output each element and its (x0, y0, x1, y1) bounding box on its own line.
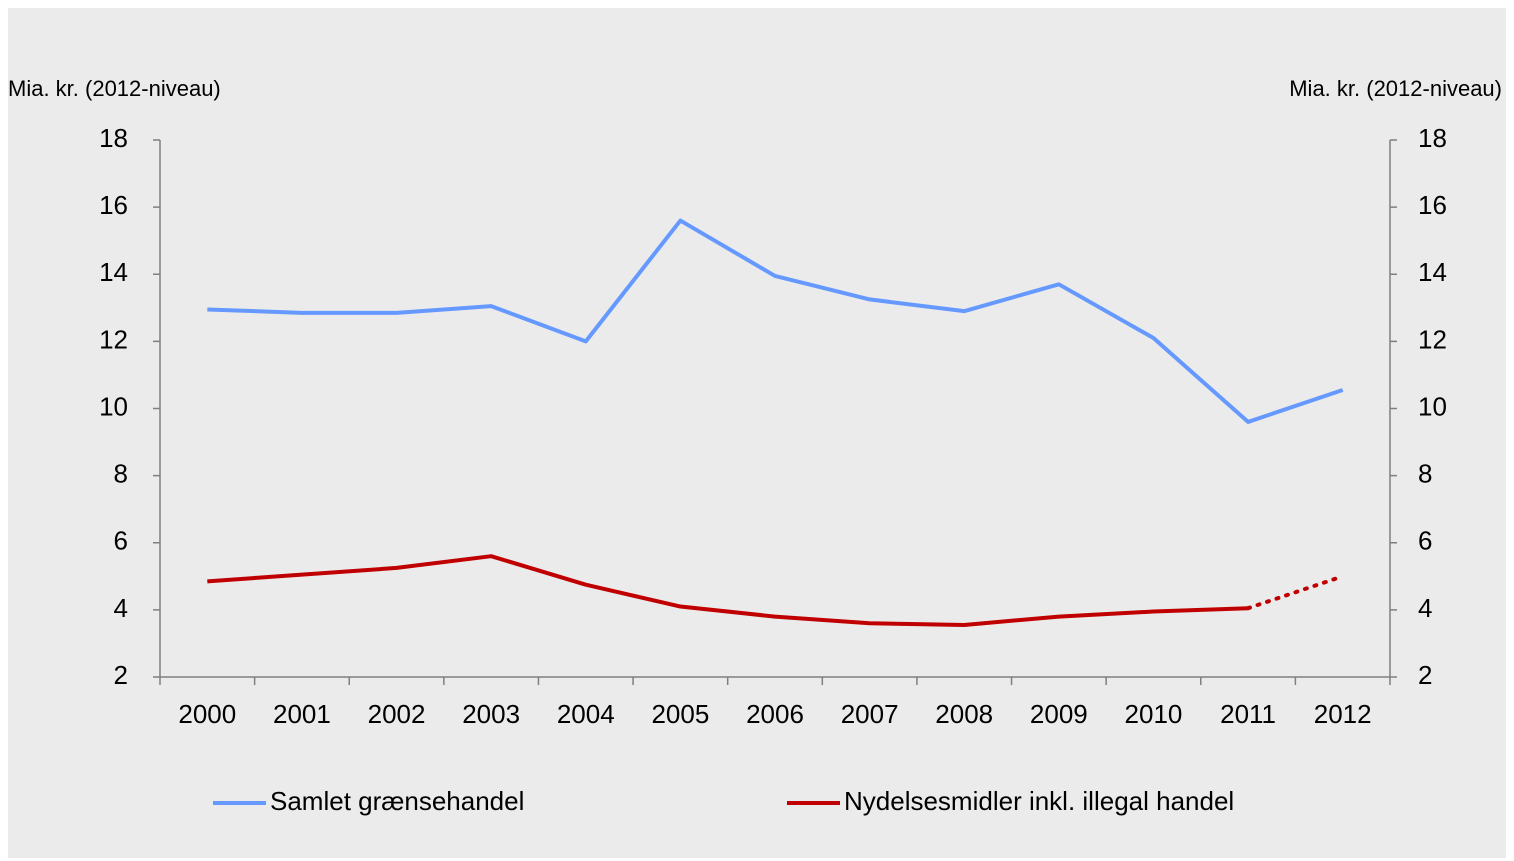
y-tick-label: 18 (99, 123, 128, 153)
y2-tick-label: 8 (1418, 459, 1432, 489)
y2-tick-label: 12 (1418, 324, 1447, 354)
x-tick-label: 2002 (368, 699, 426, 729)
x-tick-label: 2006 (746, 699, 804, 729)
series-line (207, 218, 1344, 424)
y2-tick-label: 4 (1418, 593, 1432, 623)
y-tick-label: 4 (114, 593, 128, 623)
series-line (207, 554, 1249, 627)
x-tick-label: 2007 (841, 699, 899, 729)
y-tick-label: 2 (114, 660, 128, 690)
series-line-dotted (1246, 574, 1345, 611)
x-tick-label: 2000 (178, 699, 236, 729)
y-tick-label: 16 (99, 190, 128, 220)
y2-tick-label: 10 (1418, 391, 1447, 421)
legend-label: Nydelsesmidler inkl. illegal handel (844, 786, 1234, 816)
x-tick-label: 2003 (462, 699, 520, 729)
x-tick-label: 2005 (651, 699, 709, 729)
x-tick-label: 2004 (557, 699, 615, 729)
y2-tick-label: 2 (1418, 660, 1432, 690)
y2-tick-label: 14 (1418, 257, 1447, 287)
y-tick-label: 14 (99, 257, 128, 287)
y-tick-label: 10 (99, 391, 128, 421)
y2-tick-label: 6 (1418, 526, 1432, 556)
x-tick-label: 2012 (1314, 699, 1372, 729)
x-tick-label: 2011 (1220, 699, 1276, 729)
y-tick-label: 6 (114, 526, 128, 556)
chart-background (8, 8, 1506, 858)
legend-label: Samlet grænsehandel (270, 786, 524, 816)
x-tick-label: 2009 (1030, 699, 1088, 729)
x-tick-label: 2008 (935, 699, 993, 729)
x-tick-label: 2010 (1125, 699, 1183, 729)
y-tick-label: 8 (114, 459, 128, 489)
y2-tick-label: 18 (1418, 123, 1447, 153)
y2-tick-label: 16 (1418, 190, 1447, 220)
y-tick-label: 12 (99, 324, 128, 354)
y2-axis-label: Mia. kr. (2012-niveau) (1289, 76, 1502, 101)
y-axis-label: Mia. kr. (2012-niveau) (8, 76, 221, 101)
x-tick-label: 2001 (273, 699, 331, 729)
